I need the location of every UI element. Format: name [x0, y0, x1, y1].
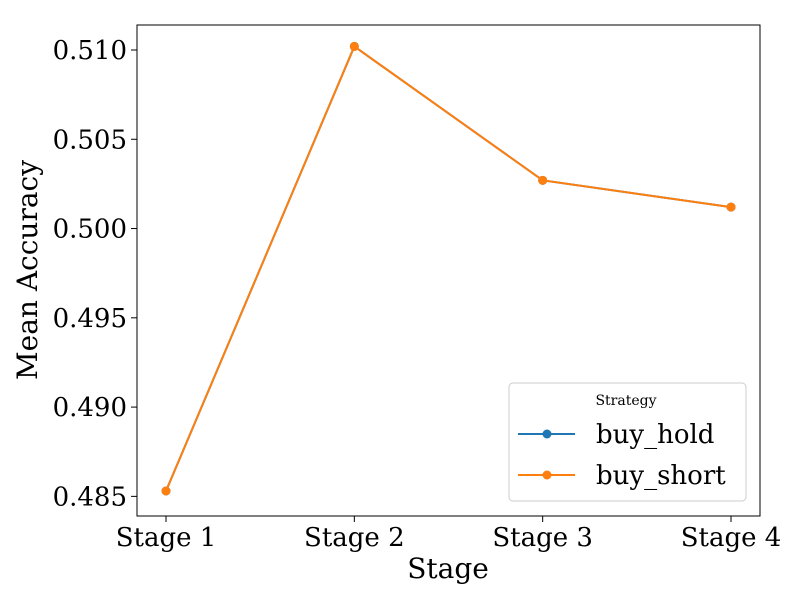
series-buy_short: [161, 41, 736, 496]
y-axis-label: Mean Accuracy: [11, 160, 44, 380]
y-tick-label: 0.500: [53, 215, 127, 245]
legend-item-buy_short: buy_short: [518, 461, 726, 491]
legend-label: buy_hold: [596, 420, 714, 450]
x-tick-label: Stage 2: [304, 523, 405, 553]
y-tick-label: 0.490: [53, 393, 127, 423]
y-tick-label: 0.505: [53, 125, 127, 155]
x-axis-label: Stage: [407, 552, 489, 585]
legend-marker: [542, 470, 552, 480]
series-line: [165, 44, 732, 492]
plot-frame: [136, 24, 761, 517]
legend-marker: [542, 429, 552, 439]
legend-title: Strategy: [595, 393, 656, 409]
y-tick-label: 0.485: [53, 482, 127, 512]
y-axis: 0.485 0.490 0.495 0.500 0.505 0.510: [53, 36, 137, 512]
x-tick-label: Stage 3: [492, 523, 593, 553]
series-layer: [161, 41, 736, 496]
legend-label: buy_short: [596, 461, 726, 491]
x-axis: Stage 1 Stage 2 Stage 3 Stage 4: [116, 516, 782, 553]
legend: Strategy buy_hold buy_short: [508, 382, 747, 502]
data-point: [349, 41, 359, 51]
plot-area: [136, 24, 761, 517]
legend-box: [508, 382, 747, 502]
data-point: [161, 486, 171, 496]
y-tick-label: 0.510: [53, 36, 127, 66]
data-point: [538, 175, 548, 185]
y-tick-label: 0.495: [53, 304, 127, 334]
x-tick-label: Stage 4: [681, 523, 782, 553]
legend-item-buy_hold: buy_hold: [518, 420, 714, 450]
x-tick-label: Stage 1: [116, 523, 217, 553]
data-point: [726, 202, 736, 212]
